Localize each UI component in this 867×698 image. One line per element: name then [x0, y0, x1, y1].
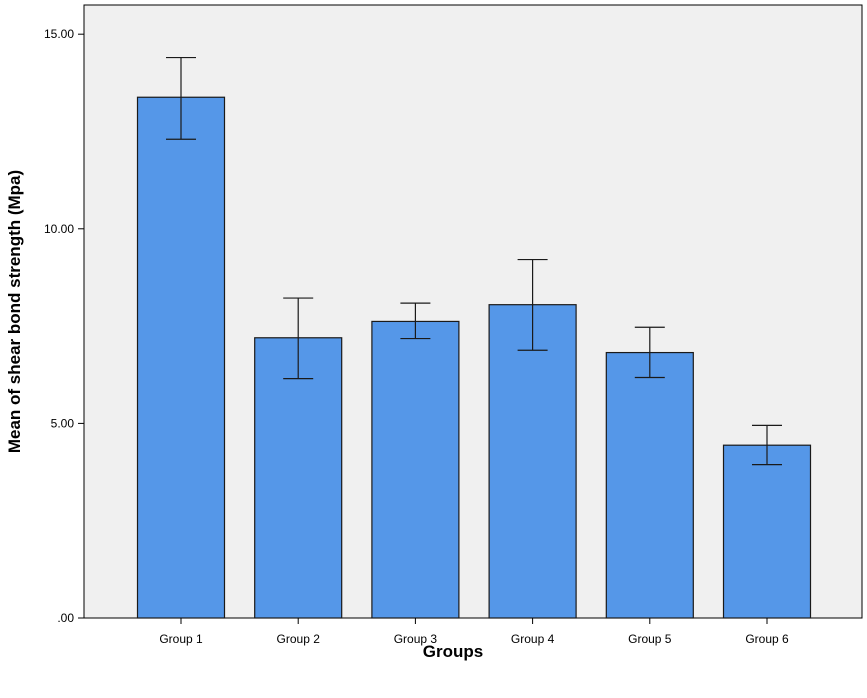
bar-1: [136, 96, 226, 619]
x-tick-label: Group 4: [511, 632, 555, 646]
bar-2: [254, 337, 343, 619]
bar-4: [488, 304, 577, 619]
y-tick-label: .00: [57, 611, 74, 625]
y-tick-label: 10.00: [44, 222, 74, 236]
y-axis: .00 5.00 10.00 15.00: [44, 27, 84, 625]
x-tick-label: Group 2: [277, 632, 321, 646]
bar-3: [371, 320, 460, 619]
x-tick-label: Group 6: [745, 632, 789, 646]
error-bar-5: [634, 326, 665, 379]
x-tick-label: Group 3: [394, 632, 438, 646]
x-axis: Group 1 Group 2 Group 3 Group 4 Group 5 Group…: [159, 618, 789, 646]
y-tick-label: 15.00: [44, 27, 74, 41]
x-axis-title: Groups: [423, 642, 483, 661]
bar-6: [722, 444, 812, 619]
y-tick-label: 5.00: [51, 416, 75, 430]
bars: [136, 96, 812, 619]
error-bar-4: [517, 258, 548, 351]
x-tick-label: Group 1: [159, 632, 203, 646]
error-bar-6: [752, 424, 782, 466]
y-axis-title: Mean of shear bond strength (Mpa): [5, 170, 24, 453]
error-bar-1: [166, 56, 196, 140]
error-bar-3: [400, 302, 431, 340]
x-tick-label: Group 5: [628, 632, 672, 646]
bar-5: [605, 351, 694, 619]
error-bars: [166, 56, 782, 466]
error-bar-2: [283, 297, 314, 380]
